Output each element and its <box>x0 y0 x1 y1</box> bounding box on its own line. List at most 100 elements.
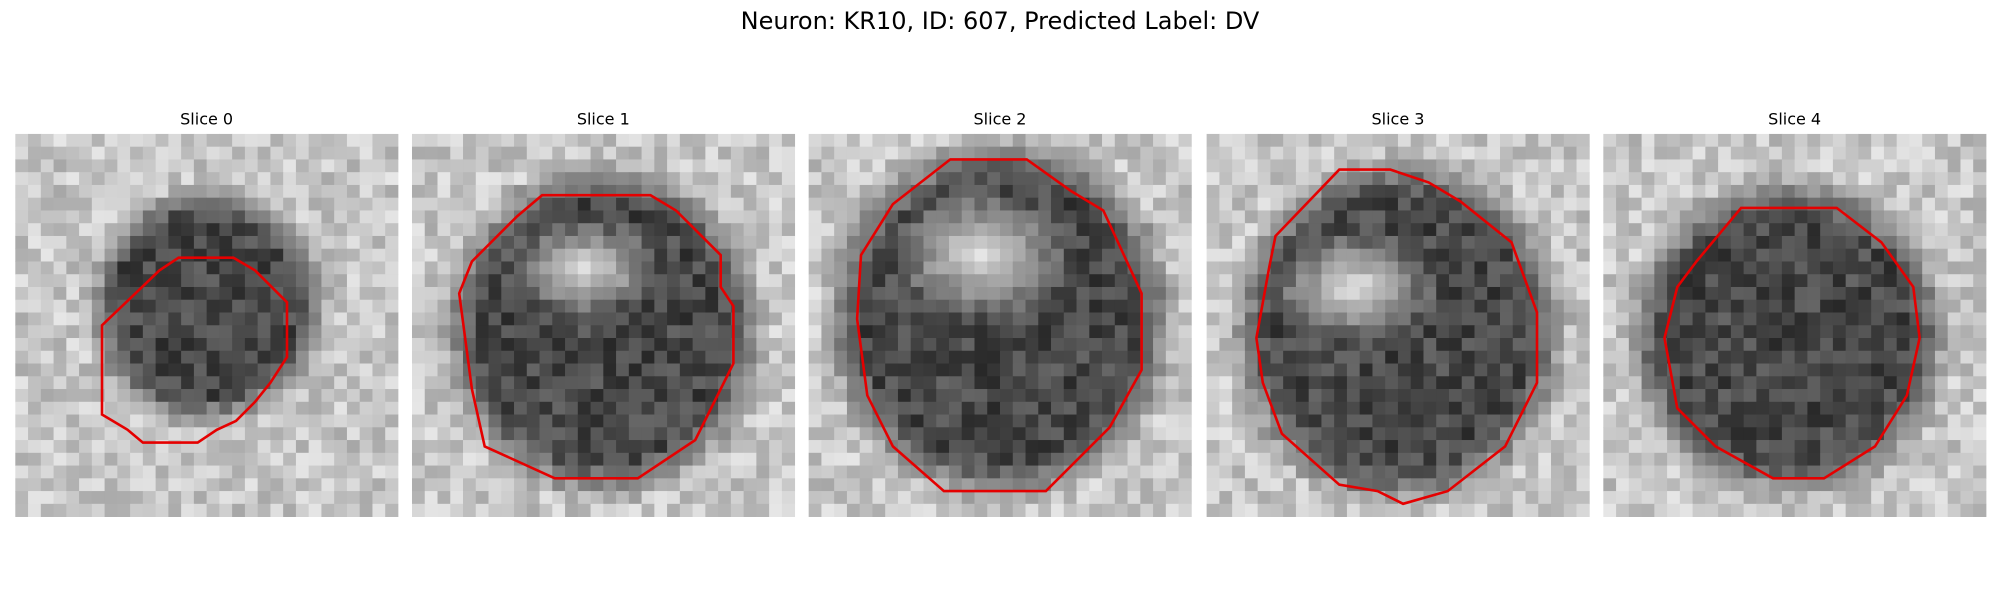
pixel <box>743 146 757 160</box>
pixel <box>705 491 719 505</box>
pixel <box>1947 248 1961 262</box>
pixel <box>270 172 284 186</box>
pixel <box>1206 197 1220 211</box>
pixel <box>283 478 297 492</box>
pixel <box>488 210 502 224</box>
pixel <box>28 363 42 377</box>
pixel <box>1832 376 1847 390</box>
pixel <box>1153 325 1167 339</box>
pixel <box>475 350 489 364</box>
pixel <box>1538 350 1552 364</box>
pixel <box>232 427 246 441</box>
pixel <box>437 223 451 237</box>
pixel <box>1934 491 1949 505</box>
pixel <box>219 159 233 173</box>
pixel <box>232 503 246 517</box>
pixel <box>692 350 706 364</box>
pixel <box>1934 146 1949 160</box>
pixel <box>1127 146 1141 160</box>
pixel <box>308 274 322 288</box>
pixel <box>372 133 386 148</box>
pixel <box>1743 223 1757 237</box>
pixel <box>463 427 477 441</box>
roi-contour <box>1255 168 1539 506</box>
pixel <box>1270 440 1284 454</box>
pixel <box>1359 440 1373 454</box>
pixel <box>539 223 553 237</box>
pixel <box>1960 299 1974 313</box>
pixel <box>463 133 477 148</box>
pixel <box>974 427 988 441</box>
pixel <box>885 376 899 390</box>
pixel <box>565 146 579 160</box>
pixel <box>1283 159 1297 173</box>
pixel <box>1270 389 1284 403</box>
pixel <box>142 172 157 186</box>
pixel <box>1628 184 1642 199</box>
pixel <box>616 401 630 415</box>
pixel <box>334 427 348 441</box>
pixel <box>603 261 617 275</box>
pixel <box>1896 325 1910 339</box>
pixel <box>821 325 835 339</box>
pixel <box>1845 389 1859 403</box>
pixel <box>1679 172 1694 186</box>
pixel <box>1000 184 1014 199</box>
pixel <box>1102 338 1116 352</box>
pixel <box>321 223 335 237</box>
pixel <box>1858 414 1872 428</box>
pixel <box>821 452 835 466</box>
pixel <box>834 312 848 326</box>
pixel <box>885 146 899 160</box>
pixel <box>1270 299 1284 313</box>
pixel <box>808 491 822 505</box>
pixel <box>910 184 924 199</box>
pixel <box>1283 363 1297 377</box>
pixel <box>565 376 579 390</box>
pixel <box>628 363 642 377</box>
pixel <box>1232 440 1246 454</box>
pixel <box>1025 312 1039 326</box>
pixel <box>1576 503 1590 517</box>
pixel <box>1769 478 1783 492</box>
pixel <box>1845 261 1859 275</box>
pixel <box>834 503 848 517</box>
pixel <box>1858 274 1872 288</box>
pixel <box>104 286 118 301</box>
pixel <box>654 478 668 492</box>
pixel <box>1576 184 1590 199</box>
pixel <box>808 312 822 326</box>
pixel <box>565 478 579 492</box>
pixel <box>1667 210 1681 224</box>
pixel <box>808 146 822 160</box>
pixel <box>1718 414 1732 428</box>
pixel <box>372 210 386 224</box>
pixel <box>526 274 540 288</box>
pixel <box>501 478 515 492</box>
pixel <box>1346 146 1361 160</box>
pixel <box>821 133 835 148</box>
pixel <box>859 299 873 313</box>
pixel <box>1012 440 1026 454</box>
pixel <box>1692 325 1706 339</box>
pixel <box>501 312 515 326</box>
pixel <box>1871 452 1885 466</box>
pixel <box>565 338 579 352</box>
pixel <box>961 389 975 403</box>
pixel <box>40 261 54 275</box>
pixel <box>1219 452 1233 466</box>
pixel <box>1781 363 1796 377</box>
pixel <box>385 376 399 390</box>
pixel <box>974 376 988 390</box>
pixel <box>692 223 706 237</box>
pixel <box>1794 491 1808 505</box>
pixel <box>1397 133 1412 148</box>
pixel <box>117 223 131 237</box>
pixel <box>872 376 886 390</box>
pixel <box>1960 325 1974 339</box>
pixel <box>923 274 937 288</box>
pixel <box>1165 503 1179 517</box>
pixel <box>1718 312 1732 326</box>
pixel <box>514 133 528 148</box>
pixel <box>1858 363 1872 377</box>
